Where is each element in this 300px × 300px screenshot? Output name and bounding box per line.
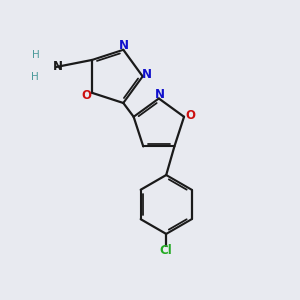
Text: N: N	[154, 88, 164, 101]
Text: Cl: Cl	[160, 244, 172, 256]
Text: H: H	[31, 72, 38, 82]
Text: N: N	[119, 39, 129, 52]
Text: H: H	[32, 50, 40, 60]
Text: O: O	[82, 89, 92, 102]
Text: O: O	[185, 109, 195, 122]
Text: N: N	[52, 61, 62, 74]
Text: N: N	[142, 68, 152, 80]
